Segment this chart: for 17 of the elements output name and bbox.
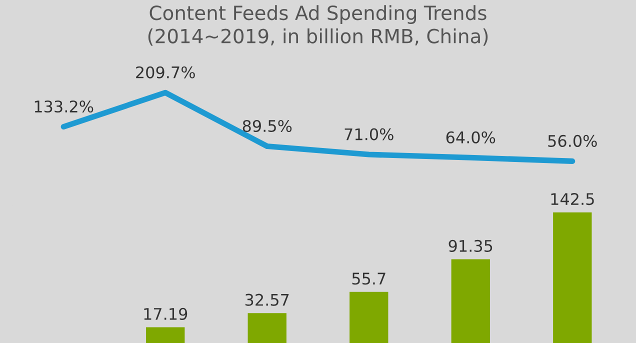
bar	[451, 259, 490, 343]
data-label: 32.57	[245, 294, 289, 306]
chart-title: Content Feeds Ad Spending Trends (2014~2019, in billion RMB, China)	[148, 5, 488, 46]
bar	[248, 313, 286, 343]
data-label: 64.0%	[446, 131, 496, 144]
data-label: 71.0%	[344, 128, 394, 140]
data-label: 209.7%	[136, 66, 195, 78]
data-label: 89.5%	[242, 120, 292, 132]
bar	[350, 292, 388, 343]
data-label: 91.35	[448, 240, 492, 252]
data-label: 17.19	[144, 308, 188, 320]
data-label: 142.5	[551, 192, 594, 206]
bar	[146, 327, 185, 343]
data-label: 56.0%	[548, 134, 597, 148]
data-label: 133.2%	[34, 100, 94, 113]
bar	[553, 212, 592, 343]
data-label: 55.7	[352, 272, 386, 285]
